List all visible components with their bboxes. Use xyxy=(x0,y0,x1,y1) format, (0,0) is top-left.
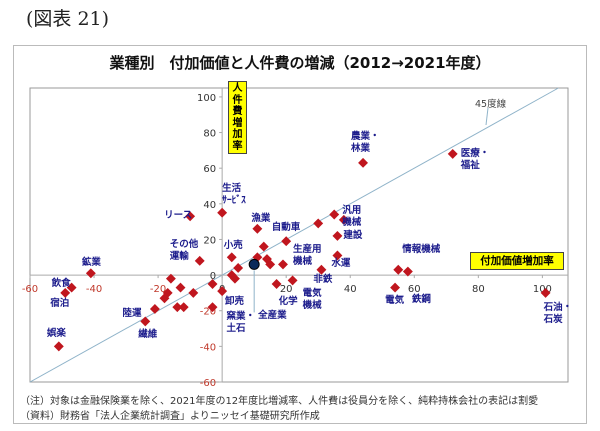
x-tick-label: -60 xyxy=(22,284,38,295)
point-label: 建設 xyxy=(343,229,363,241)
point-label: 自動車 xyxy=(271,221,301,233)
note-text: （注）対象は金融保険業を除く、2021年度の12年度比増減率、人件費は役員分を除… xyxy=(20,396,539,407)
data-point xyxy=(393,264,404,275)
data-point xyxy=(265,259,276,270)
x-axis-label: 付加価値増加率 xyxy=(470,252,564,270)
point-label: 医療・ 福祉 xyxy=(460,147,490,171)
data-point xyxy=(226,252,237,263)
y-tick-label: 60 xyxy=(203,164,216,175)
y-tick-label: -40 xyxy=(200,342,216,353)
plot-area xyxy=(29,87,569,383)
x-tick-label: 20 xyxy=(280,284,293,295)
point-label: 窯業・ 土石 xyxy=(226,311,256,335)
point-label: 鉱業 xyxy=(81,257,101,269)
point-label: 水運 xyxy=(331,258,351,270)
point-label: 漁業 xyxy=(251,212,271,224)
point-label: 電気 機械 xyxy=(302,288,322,312)
point-label: 全産業 xyxy=(258,310,287,322)
data-point xyxy=(188,287,199,298)
point-label: リース xyxy=(164,210,193,222)
data-point xyxy=(233,263,244,273)
data-point xyxy=(258,241,269,252)
point-label: 非鉄 xyxy=(313,273,333,285)
y-tick-label: 20 xyxy=(203,235,216,246)
x-tick-label: 80 xyxy=(472,284,485,295)
point-label: その他 運輸 xyxy=(169,238,199,262)
point-label: 繊維 xyxy=(138,329,158,341)
data-point xyxy=(194,255,205,266)
point-label: 農業・ 林業 xyxy=(351,130,380,154)
figure-label: (図表 21) xyxy=(26,8,110,30)
chart-title: 業種別 付加価値と人件費の増減（2012→2021年度） xyxy=(109,54,491,72)
point-label: 石油・ 石炭 xyxy=(543,301,573,325)
data-point xyxy=(230,273,240,284)
point-label: 生活 ｻｰﾋﾞｽ xyxy=(222,182,246,206)
source-text: （資料）財務省「法人企業統計調査」よりニッセイ基礎研究所作成 xyxy=(20,411,320,422)
data-point xyxy=(402,266,413,277)
y-tick-label: -20 xyxy=(200,307,216,318)
data-point xyxy=(178,302,189,313)
point-label: 宿泊 xyxy=(50,297,70,309)
point-label: 汎用 機械 xyxy=(342,204,362,228)
x-tick-label: -20 xyxy=(150,284,166,295)
point-label: 娯楽 xyxy=(46,328,66,340)
point-label: 陸運 xyxy=(122,308,142,320)
data-point xyxy=(447,148,458,159)
data-point xyxy=(338,214,349,225)
data-point xyxy=(332,230,343,241)
data-point xyxy=(316,264,327,275)
data-point xyxy=(313,218,324,229)
data-point xyxy=(185,211,196,222)
data-point xyxy=(390,282,401,293)
reference-line-45deg xyxy=(29,87,559,383)
data-point xyxy=(329,209,340,220)
data-point xyxy=(540,287,551,298)
reference-line-arrow xyxy=(485,107,489,126)
point-label: 卸売 xyxy=(224,295,244,307)
data-point xyxy=(332,250,343,261)
x-tick-label: 40 xyxy=(344,284,357,295)
data-point xyxy=(217,286,228,297)
x-tick-label: 60 xyxy=(408,284,421,295)
data-point xyxy=(217,207,228,218)
reference-line-label: 45度線 xyxy=(475,99,507,110)
highlight-point-all-industries xyxy=(248,258,260,270)
data-point xyxy=(140,316,151,327)
data-point xyxy=(165,273,176,284)
data-point xyxy=(281,236,292,247)
point-label: 小売 xyxy=(223,240,243,252)
point-label: 鉄鋼 xyxy=(411,293,431,305)
data-point xyxy=(271,279,282,289)
data-point xyxy=(278,259,288,270)
point-label: 化学 xyxy=(278,296,298,307)
x-tick-label: -40 xyxy=(86,284,102,295)
point-label: 生産用 機械 xyxy=(292,244,322,268)
data-point xyxy=(207,279,218,289)
point-label: 飲食 xyxy=(51,277,71,289)
point-label: 電気 xyxy=(385,294,405,306)
y-tick-label: 80 xyxy=(203,129,216,140)
data-point xyxy=(207,302,218,313)
data-point xyxy=(175,282,186,293)
data-point xyxy=(53,341,64,352)
y-axis-label: 人件費増加率 xyxy=(228,81,247,154)
data-point xyxy=(149,303,160,314)
y-tick-label: 0 xyxy=(210,271,216,282)
point-label: 情報機械 xyxy=(402,243,441,255)
chart-frame xyxy=(13,45,587,424)
y-tick-label: -60 xyxy=(200,378,216,389)
x-tick-label: 100 xyxy=(533,284,552,295)
data-point xyxy=(252,223,263,234)
y-tick-label: 40 xyxy=(203,200,216,211)
data-point xyxy=(159,293,170,304)
y-tick-label: 100 xyxy=(197,93,216,104)
data-point xyxy=(172,302,183,313)
data-point xyxy=(287,275,298,286)
data-point xyxy=(358,157,368,168)
